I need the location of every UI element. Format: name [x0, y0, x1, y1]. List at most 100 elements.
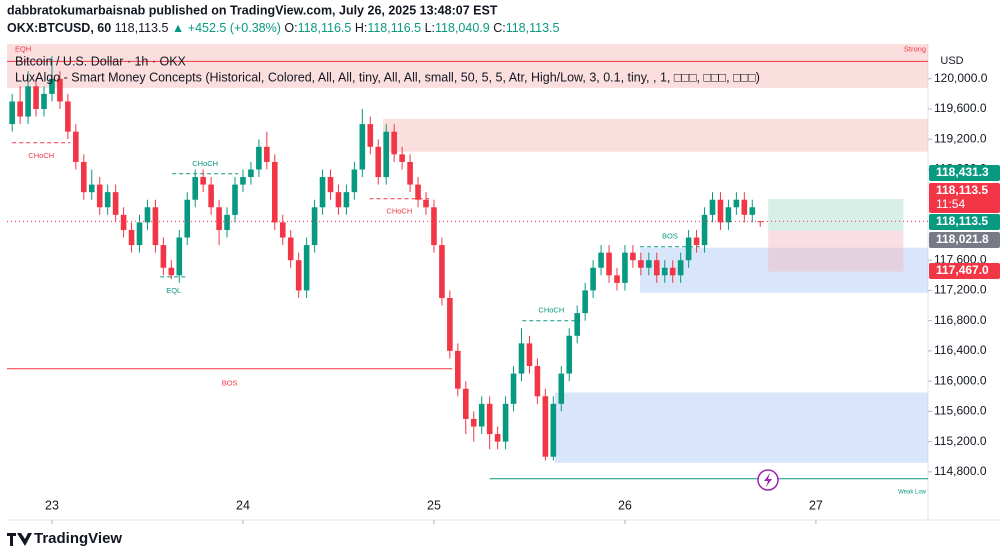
event-icon-bolt: [764, 473, 772, 487]
price-label: [929, 183, 1000, 213]
header-part: OKX:BTCUSD, 60: [7, 21, 111, 35]
candle-body: [717, 199, 724, 223]
candle-body: [638, 260, 644, 268]
candle-body: [725, 207, 732, 223]
level-label: EQL: [166, 286, 181, 295]
candle-body: [311, 207, 318, 246]
y-tick-label: 117,200.0: [934, 283, 987, 297]
candle-body: [17, 101, 23, 117]
y-tick-label: 116,000.0: [934, 373, 987, 387]
candle-body: [550, 403, 557, 457]
candle-body: [399, 154, 405, 162]
candle-body: [391, 131, 397, 155]
level-label: Weak Low: [898, 489, 927, 495]
level-label: EQH: [15, 44, 31, 53]
candle-body: [351, 169, 358, 193]
candle-body: [518, 343, 525, 374]
header-part: 118,116.5: [367, 21, 421, 35]
candle-body: [630, 252, 636, 261]
brand-logo: [7, 533, 32, 546]
price-label: [929, 232, 1000, 248]
x-tick-label: 23: [45, 498, 59, 512]
header-part: 118,116.5: [298, 21, 352, 35]
candle-body: [685, 237, 692, 261]
y-tick-label: 115,200.0: [934, 434, 987, 448]
candle-body: [661, 267, 668, 276]
header-part: H:: [355, 21, 368, 35]
candle-body: [741, 199, 748, 215]
candle-body: [120, 214, 127, 230]
candle-body: [248, 169, 254, 178]
candle-body: [470, 418, 477, 427]
candle-body: [57, 78, 63, 102]
candle-body: [494, 434, 501, 442]
candle-body: [287, 237, 294, 261]
candle-body: [709, 199, 716, 215]
candle-body: [343, 192, 350, 208]
candle-body: [319, 177, 326, 208]
level-label: CHoCH: [192, 159, 218, 168]
header-part: O:: [284, 21, 297, 35]
legend-title: Bitcoin / U.S. Dollar · 1h · OKX: [15, 54, 187, 68]
candle-body: [423, 199, 429, 208]
candle-body: [49, 78, 55, 94]
header-part: 118,113.5: [115, 21, 169, 35]
level-label: Strong: [904, 44, 926, 53]
candle-body: [240, 177, 246, 185]
candle-body: [701, 214, 708, 246]
zone: [768, 198, 904, 231]
candle-body: [653, 260, 660, 276]
currency-button[interactable]: [930, 50, 974, 72]
candle-body: [271, 161, 278, 223]
candle-body: [96, 184, 103, 208]
candle-body: [224, 214, 230, 230]
candle-body: [65, 101, 71, 132]
level-label: CHoCH: [28, 151, 54, 160]
y-tick-label: 119,200.0: [934, 131, 987, 145]
candle-body: [606, 252, 612, 276]
candle-body: [749, 207, 756, 215]
candle-body: [693, 237, 700, 246]
y-tick-label: 114,800.0: [934, 464, 987, 478]
level-label: BOS: [662, 232, 678, 241]
symbol-header: OKX:BTCUSD, 60 118,113.5 ▲ +452.5 (+0.38…: [7, 21, 559, 35]
candle-body: [455, 350, 461, 389]
candle-body: [279, 222, 286, 238]
header-part: 118,040.9: [435, 21, 490, 35]
candle-body: [367, 124, 374, 147]
candle-body: [176, 237, 183, 276]
price-label-text: 118,021.8: [936, 232, 989, 246]
candle-body: [33, 86, 39, 110]
candle-body: [757, 221, 764, 223]
y-tick-label: 117,600.0: [934, 252, 987, 266]
candle-body: [574, 313, 581, 336]
candle-body: [646, 260, 652, 268]
zone: [554, 392, 928, 463]
level-label: BOS: [222, 379, 238, 388]
candle-body: [542, 396, 549, 457]
candle-body: [200, 177, 206, 185]
y-tick-label: 119,600.0: [934, 101, 987, 115]
y-tick-label: 120,000.0: [934, 71, 988, 85]
price-label-text: 118,113.5: [936, 183, 988, 197]
candle-body: [303, 245, 310, 291]
candle-body: [232, 184, 238, 215]
candle-body: [168, 267, 175, 276]
candle-body: [327, 177, 334, 193]
candle-body: [144, 207, 151, 223]
candle-body: [439, 245, 445, 298]
candle-body: [25, 86, 31, 117]
candle-body: [9, 101, 15, 125]
symbol-line: OKX:BTCUSD, 60 118,113.5 ▲ +452.5 (+0.38…: [7, 21, 559, 35]
candle-body: [582, 290, 588, 314]
price-label: [929, 165, 1000, 181]
price-label: [929, 214, 1000, 230]
x-tick-label: 25: [427, 498, 441, 512]
candle-body: [566, 335, 573, 374]
candle-body: [128, 229, 135, 246]
candle-body: [510, 373, 517, 404]
price-label: [929, 263, 1000, 279]
candle-body: [264, 146, 270, 162]
